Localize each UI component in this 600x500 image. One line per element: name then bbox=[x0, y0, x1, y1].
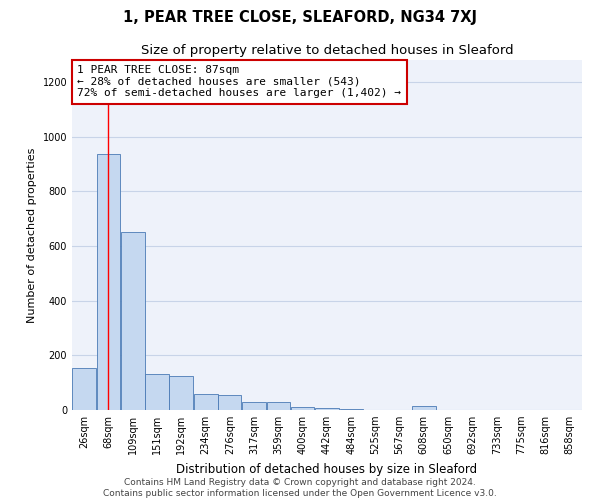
Bar bbox=[290, 408, 314, 410]
X-axis label: Distribution of detached houses by size in Sleaford: Distribution of detached houses by size … bbox=[176, 462, 478, 475]
Bar bbox=[97, 154, 120, 410]
Bar bbox=[73, 368, 96, 410]
Bar bbox=[412, 406, 436, 410]
Bar bbox=[121, 232, 145, 410]
Text: 1 PEAR TREE CLOSE: 87sqm
← 28% of detached houses are smaller (543)
72% of semi-: 1 PEAR TREE CLOSE: 87sqm ← 28% of detach… bbox=[77, 65, 401, 98]
Bar bbox=[266, 402, 290, 410]
Bar bbox=[145, 374, 169, 410]
Y-axis label: Number of detached properties: Number of detached properties bbox=[27, 148, 37, 322]
Bar bbox=[169, 376, 193, 410]
Text: 1, PEAR TREE CLOSE, SLEAFORD, NG34 7XJ: 1, PEAR TREE CLOSE, SLEAFORD, NG34 7XJ bbox=[123, 10, 477, 25]
Text: Contains HM Land Registry data © Crown copyright and database right 2024.
Contai: Contains HM Land Registry data © Crown c… bbox=[103, 478, 497, 498]
Bar bbox=[218, 395, 241, 410]
Bar bbox=[315, 408, 339, 410]
Bar bbox=[194, 394, 218, 410]
Title: Size of property relative to detached houses in Sleaford: Size of property relative to detached ho… bbox=[140, 44, 514, 58]
Bar bbox=[242, 402, 266, 410]
